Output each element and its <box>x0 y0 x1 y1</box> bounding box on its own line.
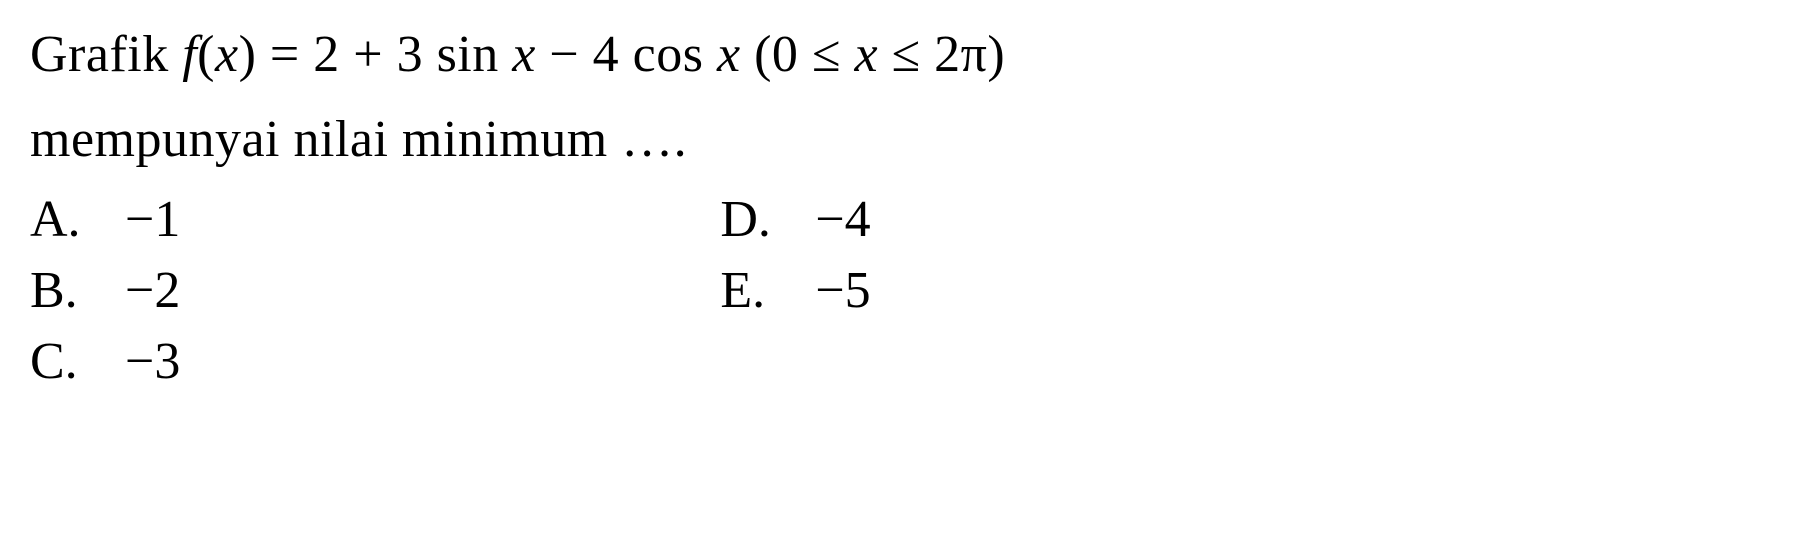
question-line-1: Grafik f(x) = 2 + 3 sin x − 4 cos x (0 ≤… <box>30 20 1783 90</box>
option-value: −1 <box>125 190 180 249</box>
option-value: −3 <box>125 332 180 391</box>
option-value: −2 <box>125 261 180 320</box>
options-column-2: D. −4 E. −5 <box>720 190 870 391</box>
var-x-4: x <box>854 26 878 83</box>
option-d: D. −4 <box>720 190 870 249</box>
question-line-2: mempunyai nilai minimum …. <box>30 105 1783 175</box>
func-f: f <box>182 26 197 83</box>
text-prefix: Grafik <box>30 26 182 83</box>
options-column-1: A. −1 B. −2 C. −3 <box>30 190 180 391</box>
option-value: −4 <box>815 190 870 249</box>
option-label: E. <box>720 261 815 320</box>
funcarg-close: ) = 2 + 3 sin <box>239 26 513 83</box>
option-b: B. −2 <box>30 261 180 320</box>
option-label: A. <box>30 190 125 249</box>
option-label: D. <box>720 190 815 249</box>
option-e: E. −5 <box>720 261 870 320</box>
var-x-3: x <box>717 26 741 83</box>
option-c: C. −3 <box>30 332 180 391</box>
option-value: −5 <box>815 261 870 320</box>
option-label: B. <box>30 261 125 320</box>
option-a: A. −1 <box>30 190 180 249</box>
text-mid: − 4 cos <box>536 26 717 83</box>
funcarg-open: ( <box>197 26 215 83</box>
options-container: A. −1 B. −2 C. −3 D. −4 E. −5 <box>30 190 1783 391</box>
option-label: C. <box>30 332 125 391</box>
var-x-1: x <box>215 26 239 83</box>
cond-close: ≤ 2π) <box>878 26 1005 83</box>
cond-open: (0 ≤ <box>741 26 855 83</box>
var-x-2: x <box>512 26 536 83</box>
